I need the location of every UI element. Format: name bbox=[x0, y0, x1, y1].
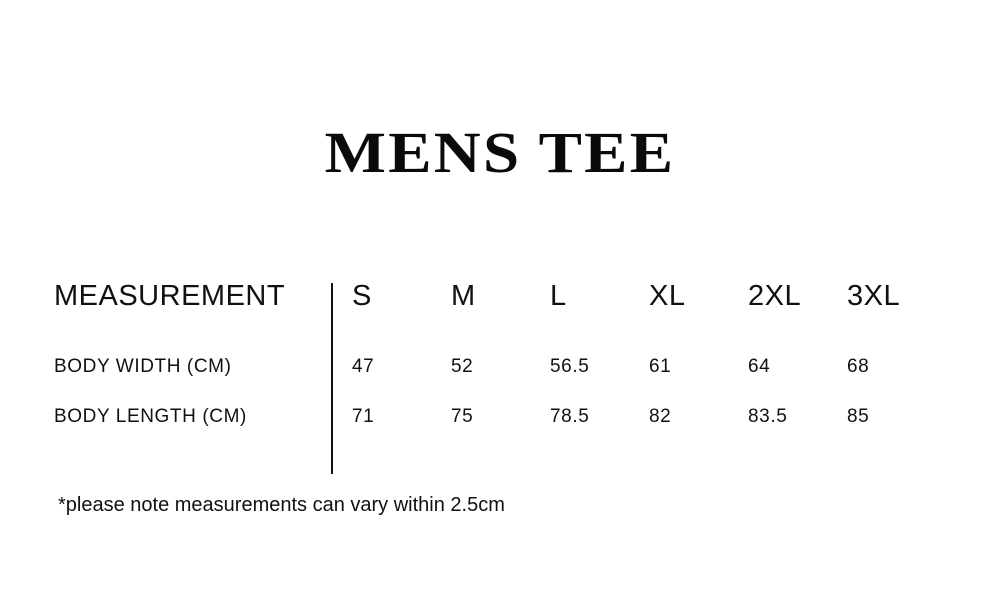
table-cell: 71 bbox=[352, 406, 375, 427]
table-cell: 85 bbox=[847, 406, 870, 427]
measurement-header: MEASUREMENT bbox=[54, 280, 286, 312]
table-cell: 78.5 bbox=[550, 406, 590, 427]
size-header-xl: XL bbox=[649, 280, 686, 312]
table-cell: 64 bbox=[748, 356, 771, 377]
table-cell: 47 bbox=[352, 356, 375, 377]
table-cell: 52 bbox=[451, 356, 474, 377]
row-label: BODY WIDTH (CM) bbox=[54, 356, 232, 377]
table-cell: 83.5 bbox=[748, 406, 788, 427]
table-cell: 75 bbox=[451, 406, 474, 427]
size-header-2xl: 2XL bbox=[748, 280, 802, 312]
table-cell: 82 bbox=[649, 406, 672, 427]
column-divider bbox=[331, 283, 333, 474]
table-cell: 68 bbox=[847, 356, 870, 377]
page-title: MENS TEE bbox=[324, 120, 676, 185]
size-header-3xl: 3XL bbox=[847, 280, 901, 312]
size-header-s: S bbox=[352, 280, 372, 312]
footnote: *please note measurements can vary withi… bbox=[58, 494, 505, 516]
table-cell: 56.5 bbox=[550, 356, 590, 377]
row-label: BODY LENGTH (CM) bbox=[54, 406, 247, 427]
size-header-l: L bbox=[550, 280, 567, 312]
size-header-m: M bbox=[451, 280, 476, 312]
table-cell: 61 bbox=[649, 356, 672, 377]
